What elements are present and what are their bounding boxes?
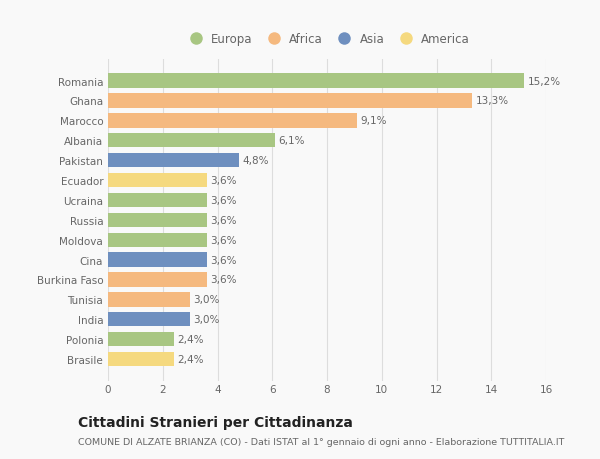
Text: COMUNE DI ALZATE BRIANZA (CO) - Dati ISTAT al 1° gennaio di ogni anno - Elaboraz: COMUNE DI ALZATE BRIANZA (CO) - Dati IST…: [78, 437, 565, 446]
Text: 3,6%: 3,6%: [210, 176, 236, 185]
Text: 2,4%: 2,4%: [177, 354, 203, 364]
Bar: [108, 332, 174, 347]
Bar: [108, 213, 206, 228]
Text: 3,6%: 3,6%: [210, 275, 236, 285]
Text: 3,6%: 3,6%: [210, 196, 236, 206]
Legend: Europa, Africa, Asia, America: Europa, Africa, Asia, America: [182, 30, 472, 48]
Text: 13,3%: 13,3%: [475, 96, 508, 106]
Text: 3,6%: 3,6%: [210, 215, 236, 225]
Text: 9,1%: 9,1%: [361, 116, 387, 126]
Text: 4,8%: 4,8%: [242, 156, 269, 166]
Bar: [108, 154, 239, 168]
Text: 3,6%: 3,6%: [210, 235, 236, 245]
Text: 3,0%: 3,0%: [193, 314, 220, 325]
Text: 2,4%: 2,4%: [177, 335, 203, 344]
Bar: [108, 174, 206, 188]
Text: 6,1%: 6,1%: [278, 136, 305, 146]
Bar: [108, 313, 190, 327]
Bar: [108, 352, 174, 366]
Bar: [108, 134, 275, 148]
Bar: [108, 74, 524, 89]
Text: 3,0%: 3,0%: [193, 295, 220, 305]
Bar: [108, 233, 206, 247]
Text: Cittadini Stranieri per Cittadinanza: Cittadini Stranieri per Cittadinanza: [78, 415, 353, 429]
Text: 15,2%: 15,2%: [527, 77, 560, 86]
Bar: [108, 253, 206, 267]
Bar: [108, 273, 206, 287]
Bar: [108, 94, 472, 108]
Bar: [108, 193, 206, 207]
Bar: [108, 114, 357, 128]
Bar: [108, 292, 190, 307]
Text: 3,6%: 3,6%: [210, 255, 236, 265]
